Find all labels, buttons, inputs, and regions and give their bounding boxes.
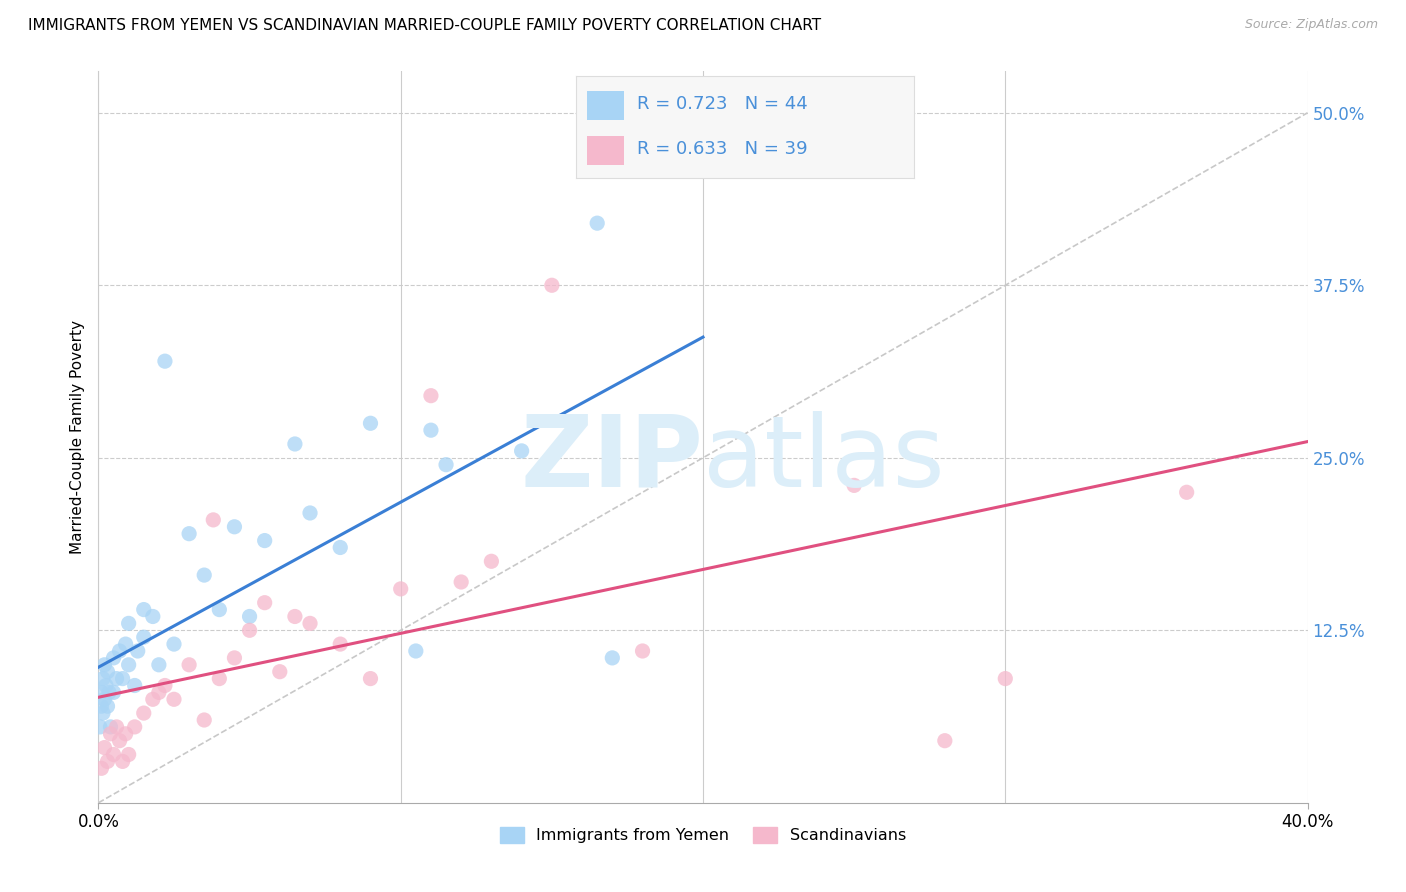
Point: [434, 458, 457, 472]
Point: [253, 596, 276, 610]
Text: R = 0.723   N = 44: R = 0.723 N = 44: [637, 95, 808, 112]
Text: Source: ZipAtlas.com: Source: ZipAtlas.com: [1244, 18, 1378, 31]
Point: [94, 678, 117, 692]
Point: [239, 624, 262, 638]
Point: [132, 602, 155, 616]
Point: [103, 651, 125, 665]
Point: [284, 437, 307, 451]
Point: [934, 733, 956, 747]
Point: [132, 706, 155, 720]
Point: [420, 423, 443, 437]
Point: [111, 672, 134, 686]
Point: [100, 720, 122, 734]
Point: [103, 685, 125, 699]
Point: [153, 678, 176, 692]
Point: [299, 506, 322, 520]
Text: ZIP: ZIP: [520, 410, 703, 508]
Point: [93, 657, 115, 672]
Point: [96, 665, 118, 679]
Point: [202, 513, 225, 527]
Point: [114, 727, 136, 741]
Point: [132, 630, 155, 644]
Point: [540, 278, 562, 293]
Text: R = 0.633   N = 39: R = 0.633 N = 39: [637, 140, 808, 158]
Point: [114, 637, 136, 651]
Point: [96, 699, 118, 714]
Text: IMMIGRANTS FROM YEMEN VS SCANDINAVIAN MARRIED-COUPLE FAMILY POVERTY CORRELATION : IMMIGRANTS FROM YEMEN VS SCANDINAVIAN MA…: [28, 18, 821, 33]
Point: [450, 574, 472, 589]
Point: [91, 672, 114, 686]
Point: [329, 541, 352, 555]
Point: [389, 582, 412, 596]
Point: [108, 733, 131, 747]
Point: [93, 692, 115, 706]
Point: [269, 665, 291, 679]
Point: [586, 216, 609, 230]
Point: [124, 678, 146, 692]
Point: [481, 554, 503, 568]
Point: [118, 747, 141, 762]
Point: [148, 657, 170, 672]
Point: [108, 644, 131, 658]
Point: [208, 602, 231, 616]
Point: [96, 755, 118, 769]
Text: atlas: atlas: [703, 410, 945, 508]
Point: [153, 354, 176, 368]
Point: [142, 692, 165, 706]
Bar: [586, 91, 624, 120]
Point: [360, 672, 382, 686]
Point: [89, 720, 111, 734]
Point: [105, 672, 128, 686]
Point: [253, 533, 276, 548]
Point: [994, 672, 1017, 686]
Point: [163, 692, 186, 706]
Point: [148, 685, 170, 699]
Point: [299, 616, 322, 631]
Point: [329, 637, 352, 651]
Point: [103, 747, 125, 762]
Point: [111, 755, 134, 769]
Point: [224, 520, 246, 534]
Point: [118, 616, 141, 631]
Point: [93, 740, 115, 755]
Point: [90, 685, 112, 699]
Point: [98, 685, 121, 699]
Point: [124, 720, 146, 734]
Point: [224, 651, 246, 665]
Point: [844, 478, 866, 492]
Point: [90, 761, 112, 775]
Point: [239, 609, 262, 624]
Bar: [586, 136, 624, 165]
Point: [118, 657, 141, 672]
Point: [405, 644, 427, 658]
Point: [90, 699, 112, 714]
Point: [284, 609, 307, 624]
Point: [91, 706, 114, 720]
Legend: Immigrants from Yemen, Scandinavians: Immigrants from Yemen, Scandinavians: [494, 821, 912, 850]
Point: [631, 644, 654, 658]
Point: [179, 657, 201, 672]
Point: [1175, 485, 1198, 500]
Point: [127, 644, 149, 658]
Point: [193, 568, 215, 582]
Point: [602, 417, 624, 431]
Y-axis label: Married-Couple Family Poverty: Married-Couple Family Poverty: [69, 320, 84, 554]
Point: [179, 526, 201, 541]
Point: [163, 637, 186, 651]
Point: [208, 672, 231, 686]
Point: [100, 727, 122, 741]
Point: [142, 609, 165, 624]
Point: [602, 651, 624, 665]
Point: [105, 720, 128, 734]
Point: [360, 417, 382, 431]
Point: [420, 389, 443, 403]
Point: [193, 713, 215, 727]
Point: [510, 443, 533, 458]
